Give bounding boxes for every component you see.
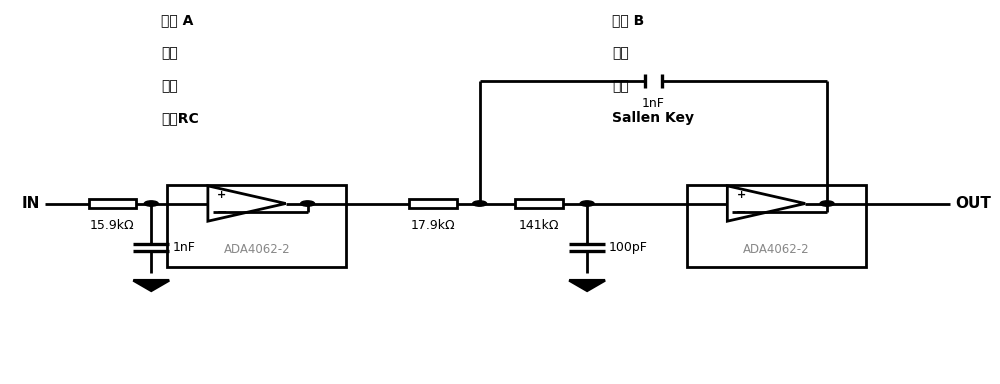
Polygon shape xyxy=(133,280,169,291)
Text: +: + xyxy=(737,190,746,200)
Text: OUT: OUT xyxy=(955,196,991,211)
Bar xyxy=(409,199,457,208)
Circle shape xyxy=(144,201,158,206)
Text: 阶段 A: 阶段 A xyxy=(161,13,194,27)
Text: 一阶: 一阶 xyxy=(161,46,178,60)
Text: 1nF: 1nF xyxy=(642,97,665,110)
Circle shape xyxy=(580,201,594,206)
Text: 100pF: 100pF xyxy=(609,241,648,254)
Text: 15.9kΩ: 15.9kΩ xyxy=(90,219,135,232)
Text: −: − xyxy=(217,206,227,219)
Bar xyxy=(167,185,346,267)
Text: 阶段 B: 阶段 B xyxy=(612,13,644,27)
Bar xyxy=(515,199,563,208)
Text: +: + xyxy=(217,190,226,200)
Text: 二阶: 二阶 xyxy=(612,46,629,60)
Polygon shape xyxy=(569,280,605,291)
Text: 低通: 低通 xyxy=(612,79,629,93)
Text: IN: IN xyxy=(21,196,40,211)
Text: 缓冲RC: 缓冲RC xyxy=(161,111,199,125)
Text: −: − xyxy=(736,206,747,219)
Text: ADA4062-2: ADA4062-2 xyxy=(223,243,290,257)
Bar xyxy=(687,185,866,267)
Circle shape xyxy=(473,201,487,206)
Text: 低通: 低通 xyxy=(161,79,178,93)
Bar xyxy=(89,199,136,208)
Circle shape xyxy=(820,201,834,206)
Text: Sallen Key: Sallen Key xyxy=(612,111,694,125)
Text: 141kΩ: 141kΩ xyxy=(519,219,560,232)
Circle shape xyxy=(301,201,315,206)
Text: 17.9kΩ: 17.9kΩ xyxy=(411,219,455,232)
Text: 1nF: 1nF xyxy=(173,241,196,254)
Text: ADA4062-2: ADA4062-2 xyxy=(743,243,810,257)
